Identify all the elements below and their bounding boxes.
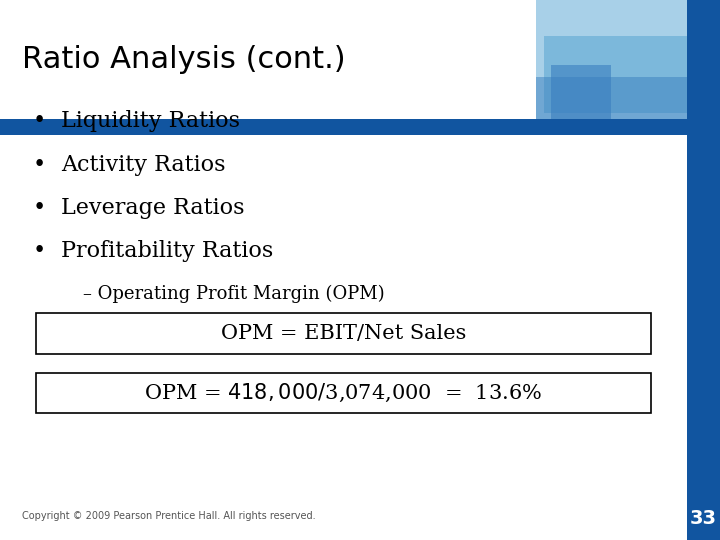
- Bar: [551, 65, 611, 119]
- Bar: [0, 119, 687, 135]
- Text: Copyright © 2009 Pearson Prentice Hall. All rights reserved.: Copyright © 2009 Pearson Prentice Hall. …: [22, 511, 315, 521]
- Bar: [687, 497, 720, 540]
- FancyBboxPatch shape: [36, 313, 651, 354]
- Text: – Operating Profit Margin (OPM): – Operating Profit Margin (OPM): [83, 285, 384, 303]
- Bar: [536, 77, 687, 119]
- Text: •: •: [33, 197, 46, 219]
- Text: •: •: [33, 111, 46, 132]
- FancyBboxPatch shape: [36, 373, 651, 413]
- Text: Leverage Ratios: Leverage Ratios: [61, 197, 245, 219]
- Bar: [536, 0, 687, 119]
- Text: 33: 33: [690, 509, 717, 528]
- Text: •: •: [33, 154, 46, 176]
- Text: Ratio Analysis (cont.): Ratio Analysis (cont.): [22, 45, 345, 74]
- Text: •: •: [33, 240, 46, 262]
- Text: Activity Ratios: Activity Ratios: [61, 154, 225, 176]
- Text: OPM = $418,000/$3,074,000  =  13.6%: OPM = $418,000/$3,074,000 = 13.6%: [145, 382, 542, 404]
- Text: Liquidity Ratios: Liquidity Ratios: [61, 111, 240, 132]
- Bar: [687, 0, 720, 540]
- Bar: [544, 36, 687, 113]
- Text: OPM = EBIT/Net Sales: OPM = EBIT/Net Sales: [221, 324, 466, 343]
- Text: Profitability Ratios: Profitability Ratios: [61, 240, 274, 262]
